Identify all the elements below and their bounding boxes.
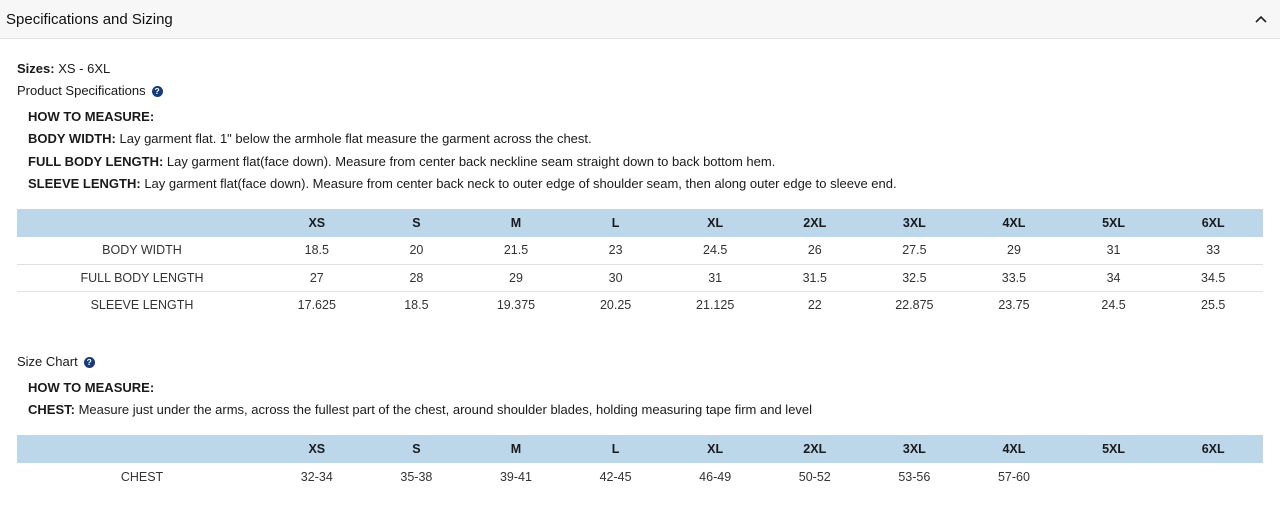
column-header: S <box>366 435 467 463</box>
table-cell: 17.625 <box>267 290 367 318</box>
product-specs-title: Product Specifications <box>17 83 146 98</box>
sizes-line: Sizes: XS - 6XL <box>17 61 110 76</box>
table-cell: 32.5 <box>864 263 965 291</box>
sizes-label: Sizes: <box>17 61 55 76</box>
size-chart-title: Size Chart <box>17 354 78 369</box>
table-row: FULL BODY LENGTH 27 28 29 30 31 31.5 32.5 33.5 34… <box>17 263 1263 291</box>
question-circle-icon[interactable]: ? <box>83 356 95 368</box>
column-header: L <box>565 435 666 463</box>
table-cell: 57-60 <box>997 469 1030 484</box>
table-cell: 31 <box>1106 243 1121 258</box>
table-cell: 19.375 <box>466 290 566 318</box>
table-cell: 34.5 <box>1163 263 1263 291</box>
row-label: BODY WIDTH <box>102 243 182 258</box>
table-cell: 21.125 <box>665 290 765 318</box>
column-header: S <box>366 209 467 237</box>
column-header <box>17 209 267 237</box>
table-cell: 20 <box>409 243 424 258</box>
column-header: M <box>466 435 566 463</box>
column-header: 4XL <box>964 435 1064 463</box>
column-header: 2XL <box>764 209 865 237</box>
table-cell: 29 <box>466 263 566 291</box>
product-specs-heading: Product Specifications? <box>17 83 163 98</box>
table-cell: 53-56 <box>898 469 931 484</box>
column-header: XL <box>665 209 765 237</box>
column-header: XS <box>267 209 367 237</box>
instruction-full-body-length: FULL BODY LENGTH: Lay garment flat(face … <box>28 154 776 169</box>
table-cell: 33.5 <box>964 263 1064 291</box>
column-header: 6XL <box>1163 209 1263 237</box>
table-cell: 27 <box>267 263 367 291</box>
table-cell: 39-41 <box>499 469 532 484</box>
row-label: SLEEVE LENGTH <box>17 290 267 318</box>
table-cell: 22 <box>764 290 865 318</box>
table-cell: 30 <box>565 263 666 291</box>
column-header: 5XL <box>1063 435 1164 463</box>
table-cell: 46-49 <box>699 469 732 484</box>
how-to-measure-label: HOW TO MEASURE: <box>28 380 155 395</box>
size-chart-table: XS S M L XL 2XL 3XL 4XL 5XL 6XL CHEST 32-34 35-38 39… <box>17 435 1263 490</box>
table-row: SLEEVE LENGTH 17.625 18.5 19.375 20.25 21.125… <box>17 290 1263 318</box>
product-specs-table: XS S M L XL 2XL 3XL 4XL 5XL 6XL BODY WIDTH 18.5 20 2… <box>17 209 1263 318</box>
table-header-row: XS S M L XL 2XL 3XL 4XL 5XL 6XL <box>17 209 1263 237</box>
table-cell: 24.5 <box>1063 290 1164 318</box>
table-cell: 26 <box>807 243 822 258</box>
column-header: 3XL <box>864 435 965 463</box>
column-header: 5XL <box>1063 209 1164 237</box>
table-cell: 25.5 <box>1163 290 1263 318</box>
row-label: CHEST <box>120 469 164 484</box>
table-cell: 42-45 <box>599 469 632 484</box>
question-circle-icon[interactable]: ? <box>151 85 163 97</box>
table-row: CHEST 32-34 35-38 39-41 42-45 46-49 50-52 53-56… <box>17 463 1263 490</box>
table-cell: 24.5 <box>703 243 728 258</box>
instruction-chest: CHEST: Measure just under the arms, acro… <box>28 402 813 417</box>
table-cell: 21.5 <box>503 243 529 258</box>
column-header: XS <box>267 435 367 463</box>
column-header: 6XL <box>1163 435 1263 463</box>
table-cell: 29 <box>1007 243 1021 258</box>
table-cell: 20.25 <box>565 290 666 318</box>
column-header: 4XL <box>964 209 1064 237</box>
table-cell: 34 <box>1063 263 1164 291</box>
row-label: FULL BODY LENGTH <box>17 263 267 291</box>
column-header: 2XL <box>764 435 865 463</box>
table-cell: 23 <box>608 243 623 258</box>
chevron-up-icon[interactable] <box>1254 12 1268 26</box>
size-chart-heading: Size Chart? <box>17 354 95 369</box>
column-header: M <box>466 209 566 237</box>
section-title: Specifications and Sizing <box>6 10 173 28</box>
table-cell: 23.75 <box>964 290 1064 318</box>
table-cell: 31.5 <box>764 263 865 291</box>
instruction-sleeve-length: SLEEVE LENGTH: Lay garment flat(face dow… <box>28 176 897 191</box>
column-header: L <box>565 209 666 237</box>
table-cell: 28 <box>366 263 467 291</box>
table-cell: 18.5 <box>366 290 467 318</box>
column-header <box>17 435 267 463</box>
table-cell: 50-52 <box>798 469 831 484</box>
sizes-value: XS - 6XL <box>58 61 111 76</box>
table-cell: 31 <box>665 263 765 291</box>
table-cell: 32-34 <box>300 469 333 484</box>
table-cell: 18.5 <box>304 243 329 258</box>
specs-section-header[interactable]: Specifications and Sizing <box>0 0 1280 39</box>
column-header: 3XL <box>864 209 965 237</box>
how-to-measure-label: HOW TO MEASURE: <box>28 109 155 124</box>
column-header: XL <box>665 435 765 463</box>
instruction-body-width: BODY WIDTH: Lay garment flat. 1" below t… <box>28 131 592 146</box>
table-header-row: XS S M L XL 2XL 3XL 4XL 5XL 6XL <box>17 435 1263 463</box>
table-cell: 33 <box>1206 243 1221 258</box>
table-row: BODY WIDTH 18.5 20 21.5 23 24.5 26 27.5 29 31 33 <box>17 237 1263 264</box>
table-cell <box>1163 463 1263 490</box>
table-cell <box>1064 463 1164 490</box>
table-cell: 35-38 <box>400 469 433 484</box>
table-cell: 22.875 <box>864 290 965 318</box>
table-cell: 27.5 <box>902 243 927 258</box>
